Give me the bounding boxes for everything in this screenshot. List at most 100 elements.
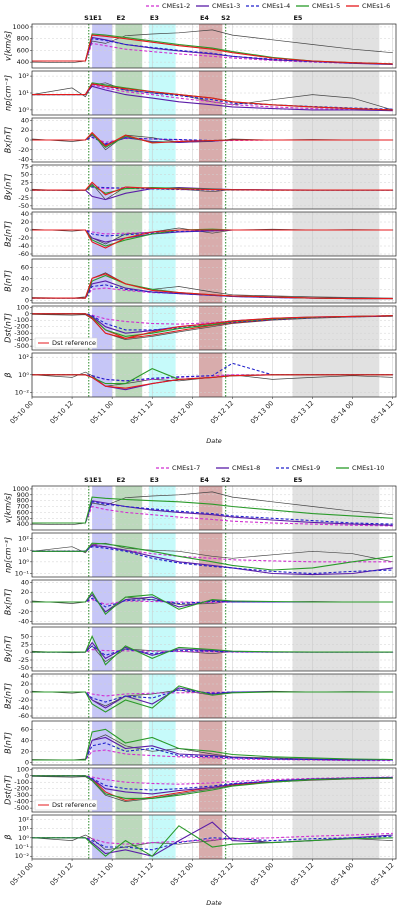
y-tick-label: 900	[17, 491, 29, 499]
panel-bg	[32, 533, 396, 577]
y-tick-label: -60	[18, 250, 29, 258]
y-tick-label: 20	[21, 126, 29, 134]
y-tick-label: 0	[25, 758, 29, 766]
x-tick-label: 05-14 00	[329, 861, 355, 887]
interval-shade	[115, 533, 143, 577]
y-tick-label: 0	[25, 598, 29, 606]
interval-shade	[198, 721, 223, 765]
interval-shade	[292, 259, 380, 303]
panel-frame	[31, 70, 397, 116]
panel-bg	[32, 486, 396, 530]
panel-frame	[31, 673, 397, 719]
y-axis-label: np[cm⁻³]	[4, 75, 13, 111]
y-tick-label: 20	[21, 747, 29, 755]
series-line	[32, 825, 393, 857]
series-line	[32, 496, 393, 524]
interval-label: E3	[150, 14, 159, 22]
series-line	[32, 314, 393, 340]
y-tick-label: -200	[14, 323, 29, 331]
interval-shade	[148, 627, 176, 671]
y-tick-label: 500	[17, 514, 29, 522]
y-tick-label: 40	[21, 736, 29, 744]
x-axis-label: Date	[206, 899, 222, 907]
interval-label: E4	[200, 476, 209, 484]
interval-shade	[148, 24, 176, 68]
interval-label: E1	[93, 14, 102, 22]
y-tick-label: 100	[17, 303, 29, 311]
interval-label: E1	[93, 476, 102, 484]
series-line	[32, 313, 393, 339]
panel-frame	[31, 532, 397, 578]
interval-shade	[92, 533, 113, 577]
y-axis-label: Bz[nT]	[4, 683, 13, 709]
y-tick-label: 20	[21, 588, 29, 596]
interval-shade	[148, 259, 176, 303]
y-tick-label: 60	[21, 725, 29, 733]
y-tick-label: -20	[18, 234, 29, 242]
y-tick-label: -300	[14, 329, 29, 337]
interval-shade	[292, 768, 380, 812]
y-tick-label: -200	[14, 785, 29, 793]
series-line	[32, 273, 393, 300]
y-tick-label: -100	[14, 316, 29, 324]
y-tick-label: -50	[18, 202, 29, 210]
legend-label: CMEs1-5	[312, 2, 340, 10]
series-line	[32, 728, 393, 761]
interval-label: E2	[116, 14, 125, 22]
interval-shade	[92, 259, 113, 303]
panel-frame	[31, 352, 397, 398]
series-line	[32, 544, 393, 563]
y-axis-label: Dst[nT]	[4, 313, 13, 343]
interval-shade	[198, 353, 223, 397]
legend-label: CMEs1-10	[352, 464, 384, 472]
y-tick-label: 1000	[12, 485, 29, 493]
interval-shade	[198, 165, 223, 209]
interval-shade	[292, 627, 380, 671]
y-tick-label: 20	[21, 680, 29, 688]
shock-label: S1	[84, 476, 94, 484]
series-line	[32, 181, 393, 196]
y-tick-label: 100	[17, 765, 29, 773]
interval-shade	[92, 118, 113, 162]
y-tick-label: 40	[21, 274, 29, 282]
y-tick-label: -400	[14, 798, 29, 806]
y-tick-label: 25	[21, 640, 29, 648]
interval-shade	[148, 815, 176, 859]
y-tick-label: 10⁰	[18, 558, 29, 566]
y-axis-label: v[km/s]	[4, 493, 13, 523]
y-tick-label: 0	[25, 648, 29, 656]
x-tick-label: 05-10 00	[8, 861, 34, 887]
series-line	[32, 835, 393, 851]
interval-shade	[292, 212, 380, 256]
y-axis-label: Bx[nT]	[4, 589, 13, 615]
y-tick-label: 60	[21, 263, 29, 271]
y-tick-label: 600	[17, 46, 29, 54]
y-tick-label: 40	[21, 210, 29, 218]
series-line	[32, 374, 393, 389]
x-tick-label: 05-14 12	[369, 399, 395, 425]
x-tick-label: 05-10 12	[49, 861, 75, 887]
interval-label: E4	[200, 14, 209, 22]
y-tick-label: -40	[18, 156, 29, 164]
y-tick-label: -500	[14, 342, 29, 350]
interval-shade	[148, 674, 176, 718]
y-tick-label: 10¹	[18, 89, 29, 97]
y-tick-label: -20	[18, 146, 29, 154]
series-line	[32, 685, 393, 713]
x-tick-label: 05-13 12	[289, 861, 315, 887]
series-line	[32, 591, 393, 616]
y-tick-label: -25	[18, 656, 29, 664]
panel-bg	[32, 674, 396, 718]
y-tick-label: -100	[14, 778, 29, 786]
interval-shade	[92, 71, 113, 115]
x-axis-label: Date	[206, 437, 222, 445]
x-tick-label: 05-11 00	[89, 399, 115, 425]
x-tick-label: 05-12 12	[209, 399, 235, 425]
ref-legend-label: Dst reference	[52, 801, 96, 809]
series-line	[32, 776, 393, 802]
interval-shade	[198, 71, 223, 115]
panel-bg	[32, 627, 396, 671]
shock-label: S2	[221, 14, 230, 22]
series-line	[32, 689, 393, 703]
y-tick-label: 10¹	[18, 825, 29, 833]
